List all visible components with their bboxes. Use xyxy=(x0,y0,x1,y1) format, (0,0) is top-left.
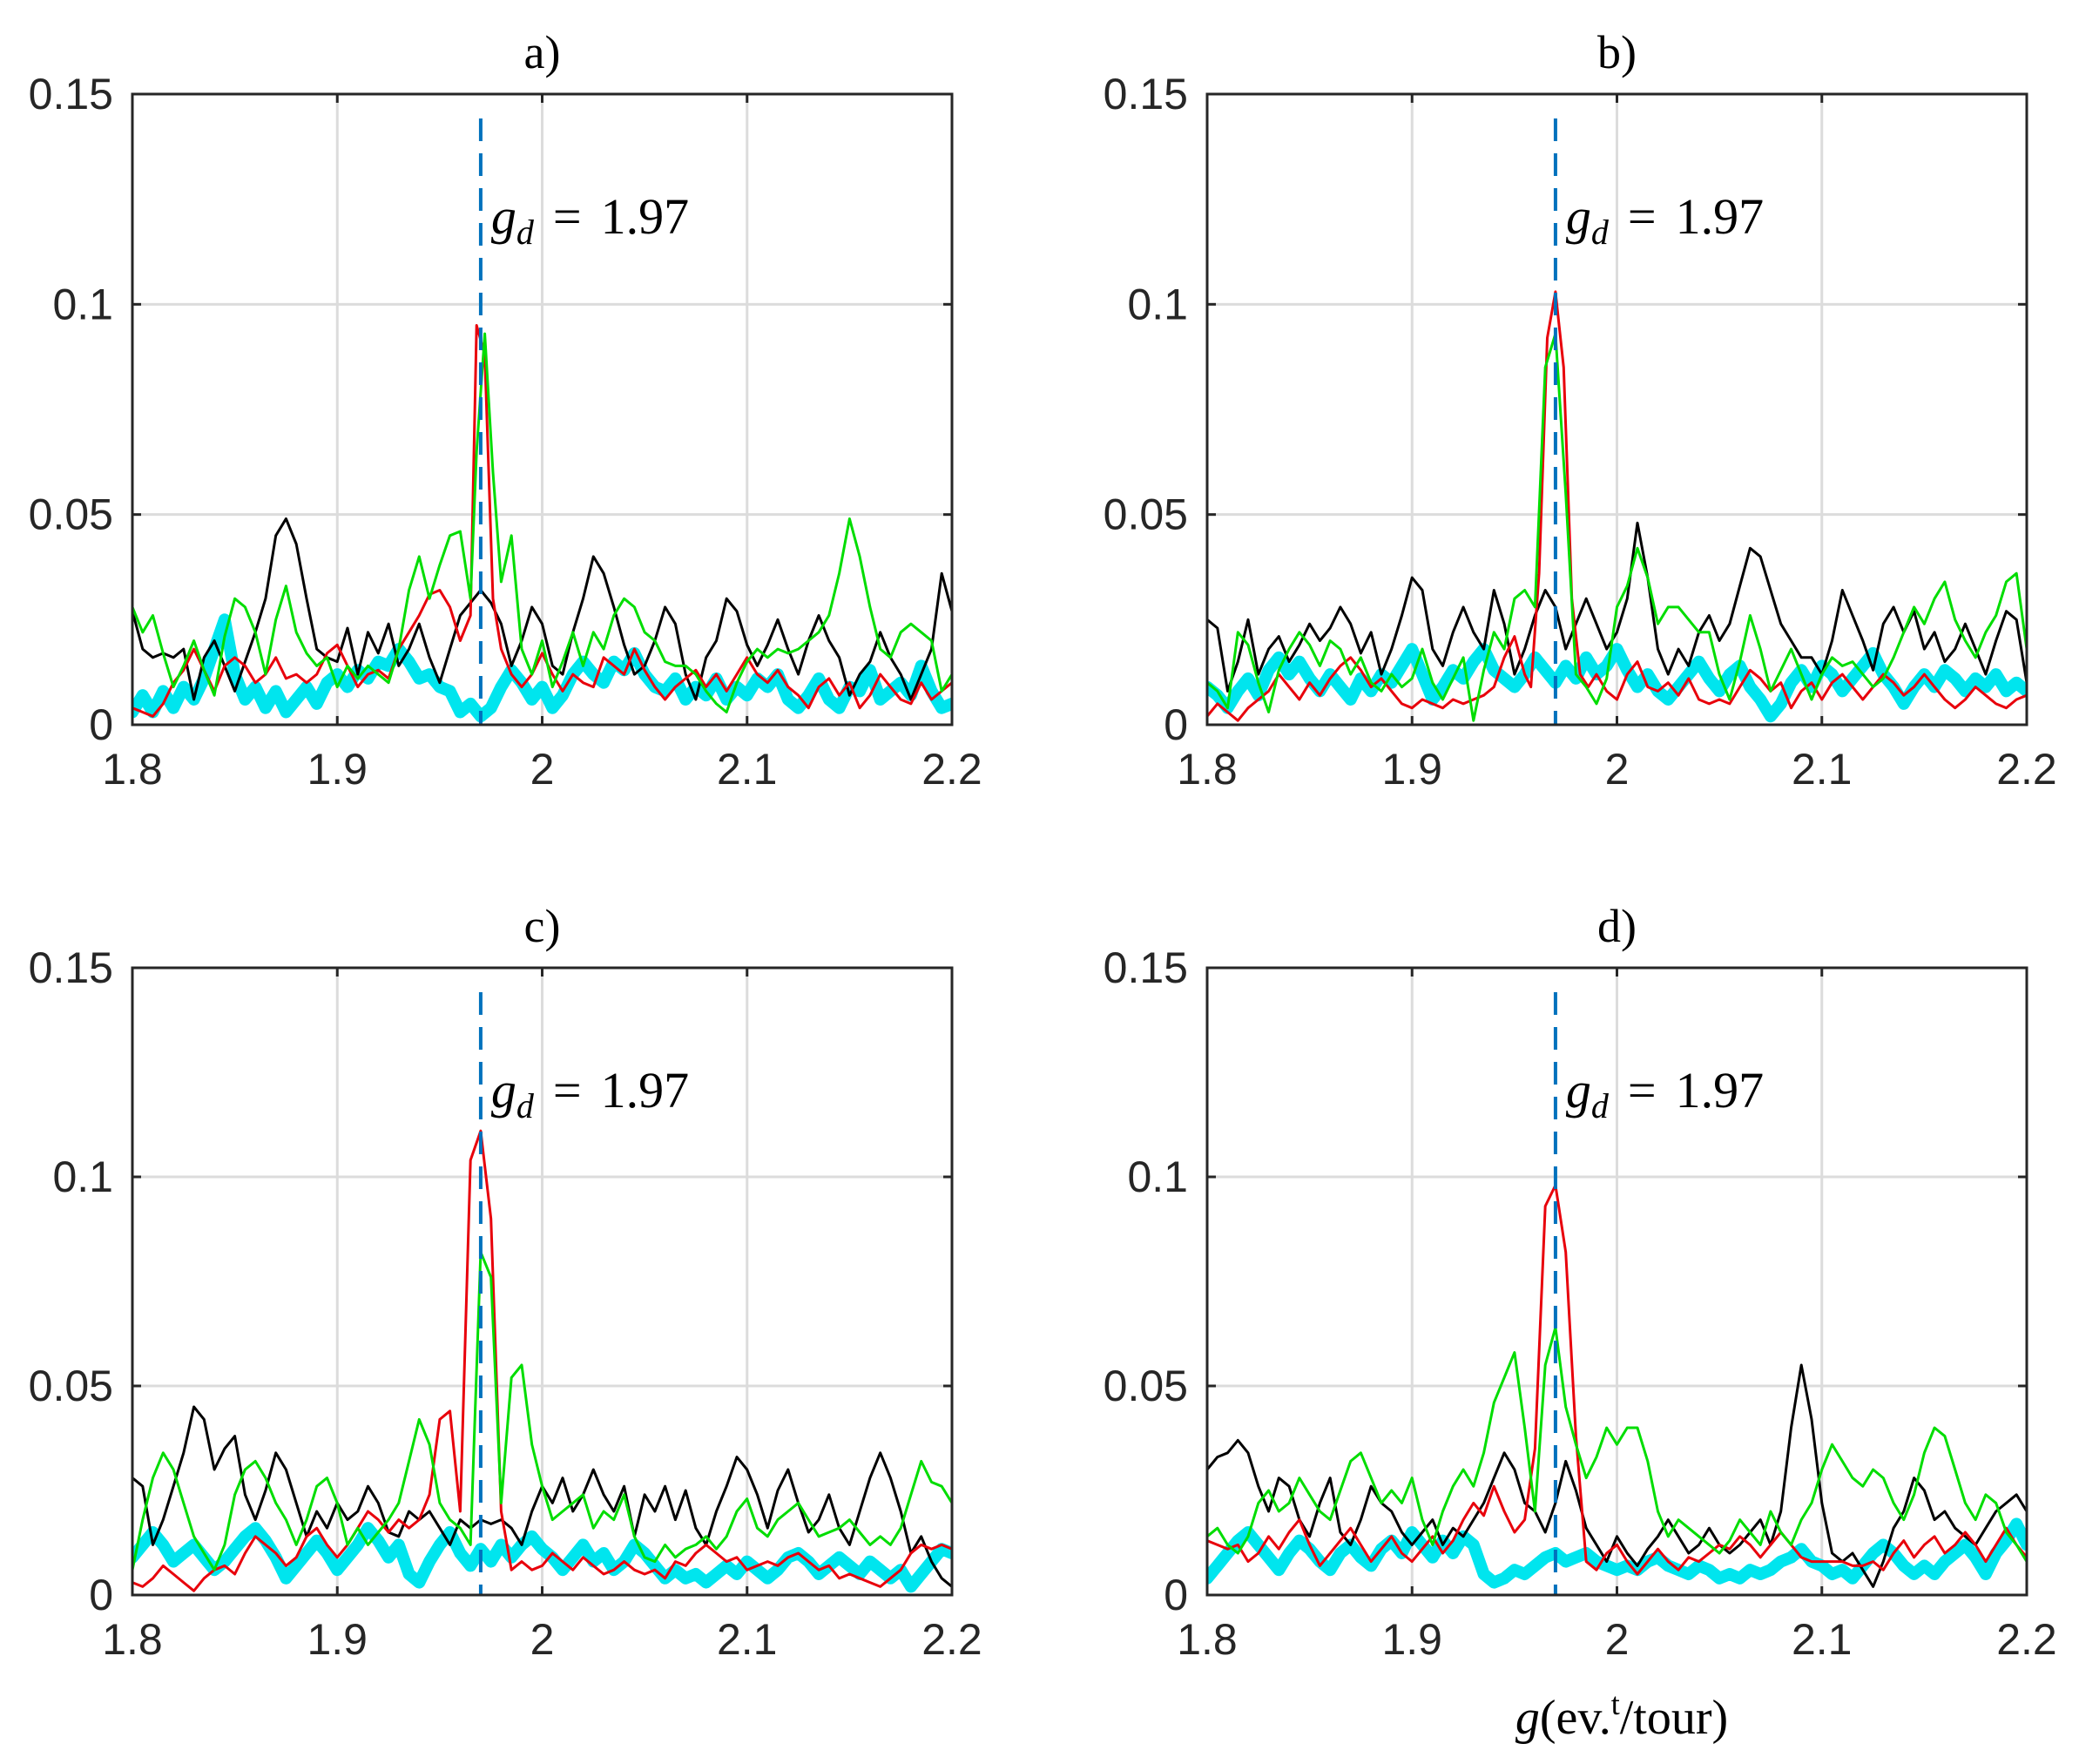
series-group xyxy=(1207,1184,2027,1589)
x-tick-label: 1.8 xyxy=(102,1615,163,1664)
panel-title: a) xyxy=(524,26,561,78)
x-tick-label: 2.2 xyxy=(1996,745,2057,794)
x-axis-label-unit-open: (ev. xyxy=(1540,1691,1611,1745)
panel-a: gd = 1.97 1.8 1.9 2 2.1 2.2 0 0.05 0.1 0.15 a) xyxy=(29,26,982,794)
panel-title: d) xyxy=(1597,900,1637,952)
x-tick-label: 2 xyxy=(1605,1615,1630,1664)
x-axis-label: g(ev.t/tour) xyxy=(1515,1686,1728,1745)
y-tick-label: 0.05 xyxy=(1104,490,1188,539)
y-tick-label: 0.1 xyxy=(52,1152,113,1201)
x-tick-label: 2.1 xyxy=(1792,745,1853,794)
x-tick-label: 2.2 xyxy=(921,745,982,794)
y-tick-label: 0.1 xyxy=(1127,1152,1188,1201)
annotation-var: g xyxy=(1566,1062,1591,1119)
series-line-green xyxy=(132,1250,952,1571)
annotation-value: 1.97 xyxy=(601,188,690,245)
y-tick-label: 0.1 xyxy=(1127,280,1188,328)
series-line-cyan xyxy=(132,613,952,723)
x-tick-label: 1.8 xyxy=(102,745,163,794)
annotation-value: 1.97 xyxy=(1676,188,1765,245)
x-tick-label: 2.2 xyxy=(1996,1615,2057,1664)
y-tick-label: 0.15 xyxy=(29,70,113,118)
series-line-cyan xyxy=(1207,1517,2027,1589)
x-tick-label: 1.8 xyxy=(1177,745,1238,794)
series-group xyxy=(132,1129,952,1593)
panel-c: gd = 1.97 1.8 1.9 2 2.1 2.2 0 0.05 0.1 0.15 c) xyxy=(29,900,982,1664)
annotation-gd: gd = 1.97 xyxy=(1566,1062,1764,1125)
annotation-var: g xyxy=(491,1062,516,1119)
y-tick-label: 0 xyxy=(89,1571,113,1619)
series-line-green xyxy=(1207,1326,2027,1564)
x-tick-label: 2.1 xyxy=(1792,1615,1853,1664)
annotation-value: 1.97 xyxy=(601,1062,690,1119)
annotation-eq: = xyxy=(1628,1062,1657,1119)
y-tick-label: 0.15 xyxy=(1104,70,1188,118)
y-tick-label: 0 xyxy=(89,700,113,749)
series-line-red xyxy=(1207,290,2027,722)
series-group xyxy=(1207,290,2027,723)
y-tick-label: 0.05 xyxy=(29,490,113,539)
panel-b: gd = 1.97 1.8 1.9 2 2.1 2.2 0 0.05 0.1 0.15 b) xyxy=(1104,26,2057,794)
y-tick-label: 0.05 xyxy=(29,1362,113,1410)
series-line-green xyxy=(1207,332,2027,722)
panel-d: gd = 1.97 1.8 1.9 2 2.1 2.2 0 0.05 0.1 0.15 d) xyxy=(1104,900,2057,1664)
y-tick-label: 0 xyxy=(1164,700,1188,749)
x-tick-label: 2 xyxy=(1605,745,1630,794)
x-tick-label: 1.9 xyxy=(1381,1615,1442,1664)
x-axis-label-sup: t xyxy=(1611,1686,1620,1721)
series-line-red xyxy=(132,1129,952,1592)
series-line-green xyxy=(132,332,952,713)
series-group xyxy=(132,324,952,723)
annotation-gd: gd = 1.97 xyxy=(491,1062,689,1125)
y-tick-label: 0.1 xyxy=(52,280,113,328)
annotation-var: g xyxy=(491,188,516,245)
annotation-sub: d xyxy=(516,213,535,252)
x-tick-label: 1.9 xyxy=(307,745,368,794)
annotation-eq: = xyxy=(553,188,582,245)
y-tick-label: 0 xyxy=(1164,1571,1188,1619)
series-line-black xyxy=(132,517,952,701)
annotation-var: g xyxy=(1566,188,1591,245)
x-axis-label-unit-close: /tour) xyxy=(1620,1691,1728,1745)
annotation-eq: = xyxy=(1628,188,1657,245)
x-tick-label: 2 xyxy=(530,745,555,794)
annotation-sub: d xyxy=(1591,1086,1610,1125)
series-line-cyan xyxy=(1207,643,2027,723)
annotation-gd: gd = 1.97 xyxy=(1566,188,1764,252)
annotation-sub: d xyxy=(516,1086,535,1125)
y-tick-label: 0.15 xyxy=(29,943,113,992)
series-line-red xyxy=(1207,1184,2027,1576)
x-tick-label: 2.1 xyxy=(717,745,778,794)
y-tick-label: 0.15 xyxy=(1104,943,1188,992)
annotation-value: 1.97 xyxy=(1676,1062,1765,1119)
x-axis-label-var: g xyxy=(1515,1691,1540,1745)
panel-title: c) xyxy=(524,900,561,952)
series-line-black xyxy=(1207,521,2027,693)
x-tick-label: 1.8 xyxy=(1177,1615,1238,1664)
x-tick-label: 1.9 xyxy=(1381,745,1442,794)
annotation-sub: d xyxy=(1591,213,1610,252)
annotation-gd: gd = 1.97 xyxy=(491,188,689,252)
annotation-eq: = xyxy=(553,1062,582,1119)
panel-title: b) xyxy=(1597,26,1637,78)
x-tick-label: 2.2 xyxy=(921,1615,982,1664)
y-tick-label: 0.05 xyxy=(1104,1362,1188,1410)
x-tick-label: 2.1 xyxy=(717,1615,778,1664)
series-line-red xyxy=(132,324,952,718)
x-tick-label: 1.9 xyxy=(307,1615,368,1664)
x-tick-label: 2 xyxy=(530,1615,555,1664)
